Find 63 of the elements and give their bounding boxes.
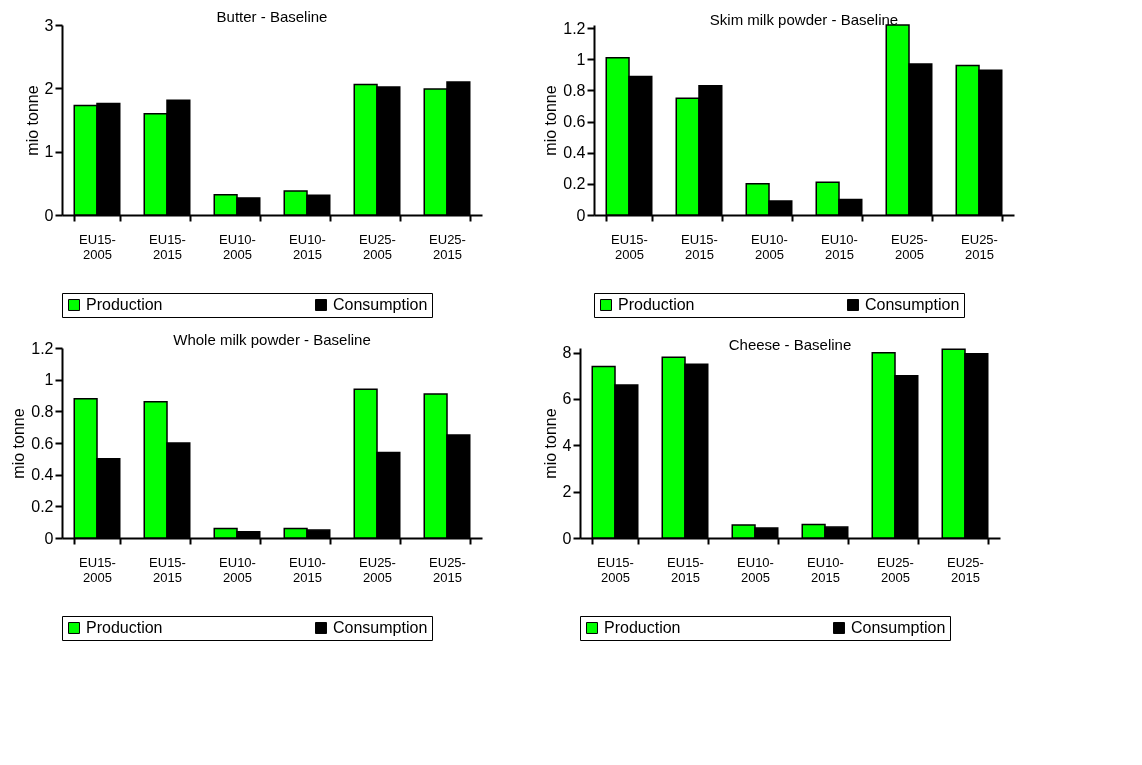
legend-label: Production [86, 619, 163, 636]
y-tick-label: 1 [44, 371, 54, 389]
y-tick-label: 0.4 [31, 466, 54, 484]
chart-title: Cheese - Baseline [728, 335, 852, 353]
y-tick-label: 1 [576, 50, 586, 68]
x-tick-label: EU25-2005 [359, 554, 396, 585]
chart-title: Skim milk powder - Baseline [709, 11, 899, 29]
y-tick-label: 4 [562, 436, 572, 454]
legend-label: Consumption [851, 619, 946, 636]
y-tick-label: 3 [44, 16, 54, 34]
x-tick-label: EU10-2005 [751, 231, 788, 262]
x-tick-label: EU25-2015 [961, 231, 998, 262]
legend-label: Production [86, 296, 163, 313]
x-tick-label: EU10-2015 [289, 554, 326, 585]
x-tick-label: EU25-2005 [891, 231, 928, 262]
x-tick-label: EU15-2015 [667, 554, 704, 585]
y-tick-label: 0 [562, 529, 572, 547]
legend-label: Consumption [333, 296, 428, 313]
y-tick-label: 0.8 [31, 402, 54, 420]
x-tick-label: EU10-2005 [219, 231, 256, 262]
y-axis-title: mio tonne [542, 85, 560, 156]
x-tick-label: EU15-2005 [597, 554, 634, 585]
y-tick-label: 1.2 [563, 19, 586, 37]
chart-title: Whole milk powder - Baseline [173, 331, 371, 348]
y-axis-title: mio tonne [541, 408, 559, 479]
legend-label: Production [618, 296, 695, 313]
x-tick-label: EU10-2015 [807, 554, 844, 585]
y-tick-label: 0.8 [563, 81, 586, 99]
legend-label: Consumption [865, 296, 960, 313]
x-tick-label: EU15-2005 [611, 231, 648, 262]
x-tick-label: EU15-2015 [681, 231, 718, 262]
y-tick-label: 2 [562, 483, 572, 501]
y-tick-label: 0.6 [31, 434, 54, 452]
x-tick-label: EU10-2005 [219, 554, 256, 585]
x-tick-label: EU10-2005 [737, 554, 774, 585]
legend-label: Consumption [333, 619, 428, 636]
x-tick-label: EU10-2015 [289, 231, 326, 262]
x-tick-label: EU15-2015 [149, 554, 186, 585]
x-tick-label: EU15-2005 [79, 231, 116, 262]
x-tick-label: EU25-2015 [429, 231, 466, 262]
x-tick-label: EU15-2015 [149, 231, 186, 262]
x-tick-label: EU15-2005 [79, 554, 116, 585]
y-tick-label: 0 [576, 206, 586, 224]
y-tick-label: 0 [44, 529, 54, 547]
y-tick-label: 0 [44, 206, 54, 224]
y-tick-label: 6 [562, 390, 572, 408]
legend-label: Production [604, 619, 681, 636]
x-tick-label: EU10-2015 [821, 231, 858, 262]
y-tick-label: 0.4 [563, 144, 586, 162]
x-tick-label: EU25-2015 [429, 554, 466, 585]
y-tick-label: 8 [562, 344, 572, 362]
y-axis-title: mio tonne [23, 85, 41, 156]
x-tick-label: EU25-2005 [877, 554, 914, 585]
x-tick-label: EU25-2005 [359, 231, 396, 262]
y-axis-title: mio tonne [10, 408, 28, 479]
y-tick-label: 1 [44, 143, 54, 161]
y-tick-label: 0.2 [31, 497, 54, 515]
y-tick-label: 0.2 [563, 175, 586, 193]
y-tick-label: 2 [44, 79, 54, 97]
chart-title: Butter - Baseline [216, 8, 328, 25]
y-tick-label: 1.2 [31, 339, 54, 357]
y-tick-label: 0.6 [563, 113, 586, 131]
x-tick-label: EU25-2015 [947, 554, 984, 585]
